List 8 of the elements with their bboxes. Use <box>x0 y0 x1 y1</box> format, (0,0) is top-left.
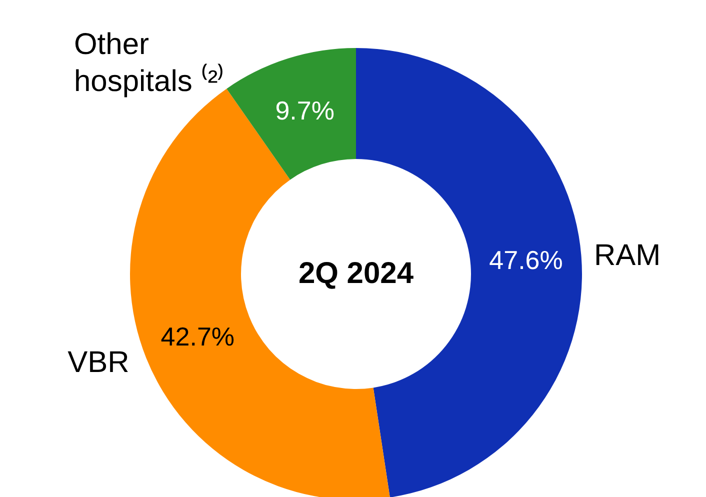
slice-label: RAM <box>594 238 661 272</box>
data-label: 42.7% <box>160 321 235 352</box>
slice-label: VBR <box>68 346 130 380</box>
slice-label: Other hospitals ⁽²⁾ <box>74 28 225 98</box>
donut-slice <box>226 48 356 180</box>
text: 2Q 2024 <box>298 257 414 290</box>
data-label: 47.6% <box>489 245 563 276</box>
data-label: 9.7% <box>275 95 334 126</box>
